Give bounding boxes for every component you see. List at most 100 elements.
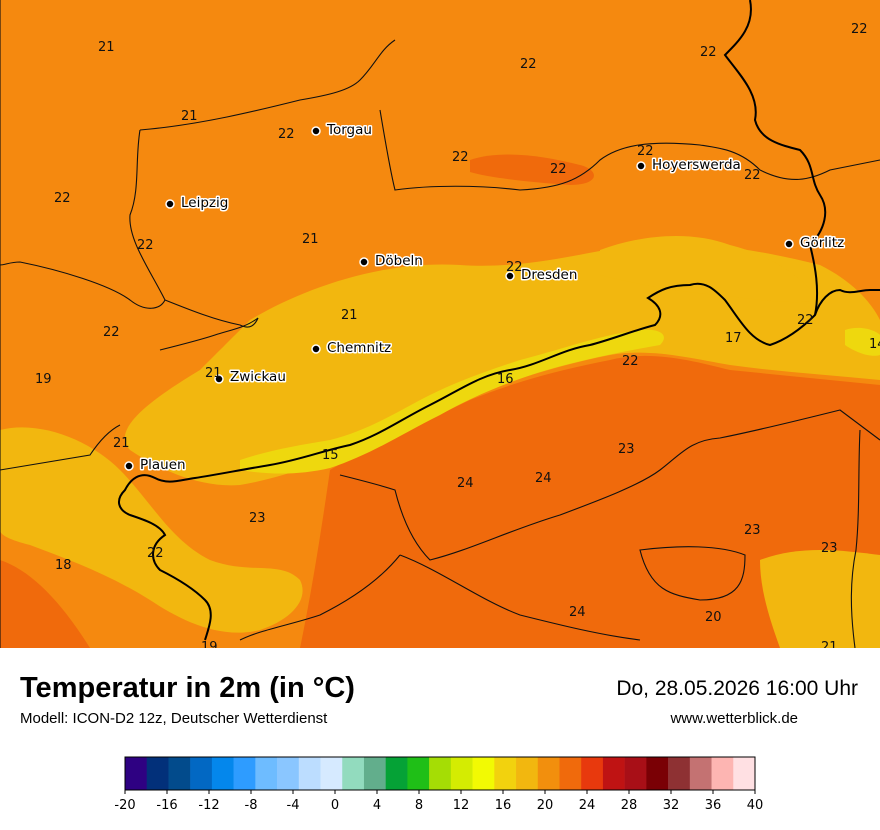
legend-tick-label: -4 <box>287 798 300 813</box>
city-dot <box>165 199 175 209</box>
legend-swatch <box>125 757 148 790</box>
mild-zone-east <box>760 550 880 648</box>
legend-tick-label: 24 <box>579 798 596 813</box>
temperature-value: 22 <box>550 162 567 177</box>
model-source: Modell: ICON-D2 12z, Deutscher Wetterdie… <box>20 710 328 727</box>
legend-tick-label: 0 <box>331 798 339 813</box>
legend-tick-label: 12 <box>453 798 470 813</box>
legend-tick-label: 28 <box>621 798 638 813</box>
warm-zone <box>300 355 880 648</box>
map-title: Temperatur in 2m (in °C) <box>20 672 355 704</box>
legend-swatch <box>342 757 365 790</box>
temperature-value: 21 <box>302 232 319 247</box>
warm-patch-north <box>470 154 594 185</box>
legend-swatch <box>298 757 321 790</box>
city-label: Hoyerswerda <box>652 157 741 173</box>
legend-swatch <box>602 757 625 790</box>
temperature-values: 21 22 22 22 21 22 22 22 22 22 22 22 21 2… <box>35 22 880 648</box>
legend-tick-label: 40 <box>747 798 764 813</box>
city-dot <box>636 161 646 171</box>
legend-swatch <box>211 757 234 790</box>
temperature-value: 22 <box>744 168 761 183</box>
temperature-value: 22 <box>137 238 154 253</box>
legend-scale: -20 -16 -12 -8 -4 0 4 8 12 16 20 24 28 32 36 40 <box>114 756 764 813</box>
legend-swatch <box>190 757 213 790</box>
city-dot <box>214 374 224 384</box>
legend-tick-label: -12 <box>198 798 219 813</box>
forecast-datetime: Do, 28.05.2026 16:00 Uhr <box>616 677 858 700</box>
legend-swatch <box>668 757 691 790</box>
legend-tick-label: 16 <box>495 798 512 813</box>
city-hoyerswerda[interactable]: Hoyerswerda <box>636 156 742 175</box>
mild-zone-north-east <box>600 235 820 303</box>
legend-tick-label: 20 <box>537 798 554 813</box>
city-dot <box>311 126 321 136</box>
temperature-value: 24 <box>569 605 586 620</box>
temperature-value: 24 <box>535 471 552 486</box>
temperature-value: 23 <box>821 541 838 556</box>
legend-tick-label: 32 <box>663 798 680 813</box>
legend-tick-label: 4 <box>373 798 381 813</box>
legend-swatch <box>429 757 452 790</box>
color-legend: -20 -16 -12 -8 -4 0 4 8 12 16 20 24 28 32 36 40 <box>112 756 772 822</box>
legend-swatch <box>472 757 495 790</box>
city-zwickau[interactable]: Zwickau <box>214 368 287 387</box>
legend-swatch <box>385 757 408 790</box>
temperature-value: 22 <box>622 354 639 369</box>
mild-zone-center <box>124 243 880 486</box>
legend-tick-label: 36 <box>705 798 722 813</box>
city-dresden[interactable]: Dresden <box>505 266 579 285</box>
temperature-value: 21 <box>113 436 130 451</box>
legend-swatch <box>711 757 734 790</box>
temperature-value: 22 <box>278 127 295 142</box>
temperature-value: 14 <box>869 337 880 352</box>
legend-swatch <box>537 757 560 790</box>
temperature-value: 22 <box>54 191 71 206</box>
cool-band <box>240 329 664 474</box>
cool-patch-east <box>845 327 880 356</box>
temperature-value: 21 <box>205 366 222 381</box>
city-doebeln[interactable]: Döbeln <box>359 252 424 271</box>
legend-swatch <box>407 757 430 790</box>
legend-swatch <box>581 757 604 790</box>
city-goerlitz[interactable]: Görlitz <box>784 234 846 253</box>
temperature-value: 19 <box>201 640 218 648</box>
website-link[interactable]: www.wetterblick.de <box>670 710 798 727</box>
city-label: Leipzig <box>181 195 228 211</box>
state-border <box>118 0 880 641</box>
city-label: Görlitz <box>800 235 844 251</box>
legend-swatch <box>733 757 756 790</box>
city-markers: Torgau Leipzig Hoyerswerda Görlitz Döbel… <box>124 121 846 475</box>
temperature-value: 21 <box>98 40 115 55</box>
temperature-value: 16 <box>497 372 514 387</box>
temperature-map: Torgau Leipzig Hoyerswerda Görlitz Döbel… <box>0 0 880 648</box>
city-dot <box>359 257 369 267</box>
city-chemnitz[interactable]: Chemnitz <box>311 339 393 358</box>
city-label: Plauen <box>140 457 186 473</box>
city-plauen[interactable]: Plauen <box>124 456 187 475</box>
city-label: Zwickau <box>230 369 286 385</box>
legend-frame <box>124 756 756 791</box>
city-dot <box>784 239 794 249</box>
temperature-value: 19 <box>35 372 52 387</box>
legend-swatch <box>559 757 582 790</box>
legend-swatch <box>255 757 278 790</box>
legend-swatch <box>320 757 343 790</box>
region-borders <box>0 0 880 648</box>
mild-zone-southwest <box>0 427 303 633</box>
city-dot <box>124 461 134 471</box>
legend-swatch <box>494 757 517 790</box>
legend-swatch <box>624 757 647 790</box>
temperature-value: 15 <box>322 448 339 463</box>
legend-swatch <box>689 757 712 790</box>
city-leipzig[interactable]: Leipzig <box>165 194 230 213</box>
legend-swatch <box>516 757 539 790</box>
temperature-value: 24 <box>457 476 474 491</box>
legend-tick-label: 8 <box>415 798 423 813</box>
legend-tick-label: -16 <box>156 798 177 813</box>
legend-swatch <box>277 757 300 790</box>
city-dot <box>505 271 515 281</box>
temperature-value: 22 <box>506 260 523 275</box>
city-torgau[interactable]: Torgau <box>311 121 373 140</box>
legend-swatch <box>168 757 191 790</box>
